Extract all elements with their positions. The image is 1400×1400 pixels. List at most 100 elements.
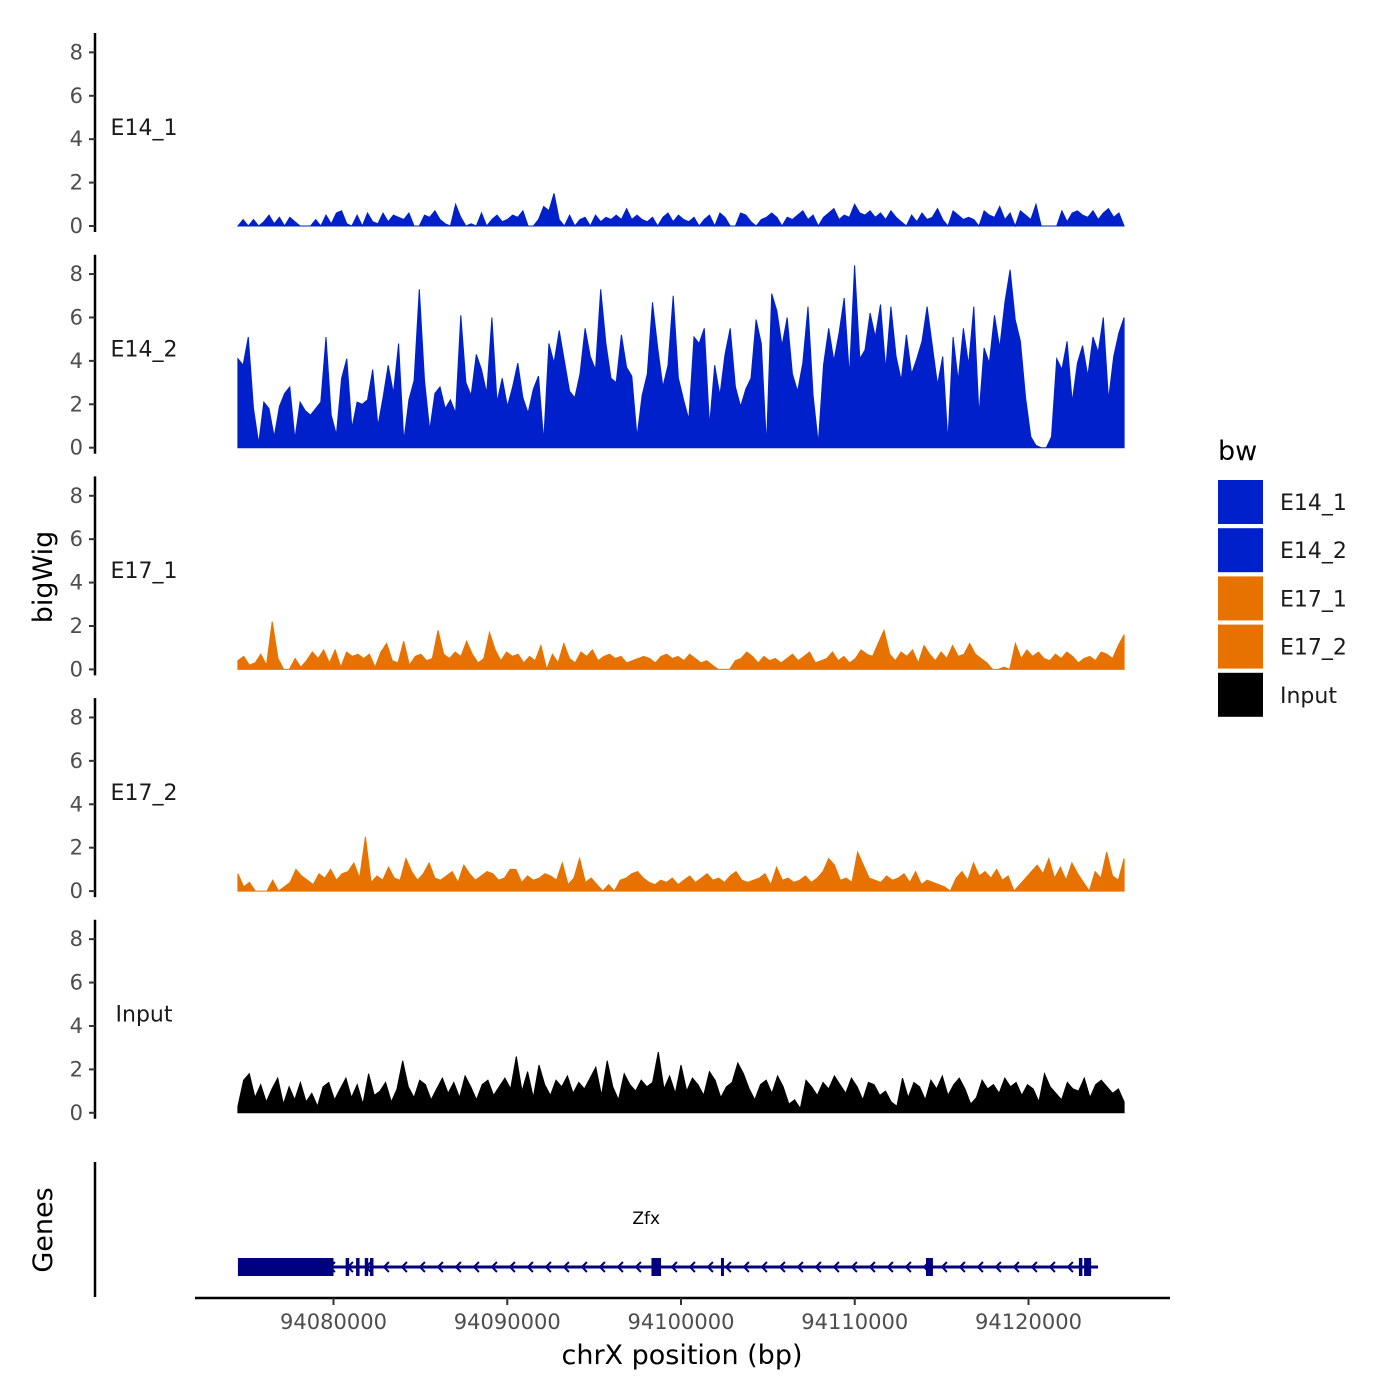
y-tick-label: 6 bbox=[70, 971, 83, 995]
legend: bw E14_1 E14_2 E17_1 E17_2 Input bbox=[1218, 436, 1347, 717]
gene-exon bbox=[237, 1258, 334, 1276]
legend-swatch bbox=[1218, 576, 1263, 621]
x-tick-label: 94080000 bbox=[280, 1310, 387, 1334]
track-label: E14_2 bbox=[111, 338, 178, 363]
y-tick-label: 0 bbox=[70, 657, 83, 681]
y-tick-label: 0 bbox=[70, 436, 83, 460]
track-E14_1: 0 2 4 6 8 E14_1 bbox=[70, 33, 1125, 238]
y-tick-label: 4 bbox=[70, 571, 83, 595]
y-tick-label: 4 bbox=[70, 349, 83, 373]
strand-arrow bbox=[994, 1261, 1002, 1273]
strand-arrow bbox=[814, 1261, 822, 1273]
area-E14_1 bbox=[236, 193, 1125, 228]
x-tick-label: 94090000 bbox=[454, 1310, 561, 1334]
strand-arrow bbox=[1012, 1261, 1020, 1273]
legend-label: E17_1 bbox=[1280, 587, 1347, 612]
track-Input: 0 2 4 6 8 Input bbox=[70, 919, 1125, 1125]
track-label: E17_1 bbox=[111, 559, 178, 584]
strand-arrow bbox=[598, 1261, 606, 1273]
strand-arrow bbox=[436, 1261, 444, 1273]
track-E14_2: 0 2 4 6 8 E14_2 bbox=[70, 254, 1125, 460]
strand-arrow bbox=[508, 1261, 516, 1273]
y-tick-label: 6 bbox=[70, 749, 83, 773]
strand-arrow bbox=[526, 1261, 534, 1273]
gene-exon bbox=[1084, 1258, 1092, 1276]
y-tick-label: 0 bbox=[70, 214, 83, 238]
x-tick-label: 94100000 bbox=[628, 1310, 735, 1334]
y-tick-label: 8 bbox=[70, 927, 83, 951]
strand-arrow bbox=[400, 1261, 408, 1273]
area-E17_2 bbox=[237, 836, 1125, 893]
gene-panel: Zfx bbox=[93, 1162, 1098, 1297]
gene-exon bbox=[369, 1258, 374, 1276]
strand-arrow bbox=[706, 1261, 714, 1273]
strand-arrow bbox=[832, 1261, 840, 1273]
gene-exon bbox=[356, 1258, 360, 1276]
strand-arrow bbox=[778, 1261, 786, 1273]
strand-arrow bbox=[1066, 1261, 1074, 1273]
strand-arrow bbox=[796, 1261, 804, 1273]
legend-label: E14_2 bbox=[1280, 539, 1347, 564]
strand-arrow bbox=[634, 1261, 642, 1273]
strand-arrow bbox=[886, 1261, 894, 1273]
y-axis-title: bigWig bbox=[28, 531, 59, 624]
y-tick-label: 4 bbox=[70, 127, 83, 151]
track-label: E17_2 bbox=[111, 781, 178, 806]
legend-swatch bbox=[1218, 672, 1263, 717]
y-tick-label: 4 bbox=[70, 792, 83, 816]
strand-arrow bbox=[580, 1261, 588, 1273]
x-axis: 94080000 94090000 94100000 94110000 94120000 bbox=[195, 1296, 1170, 1334]
y-tick-label: 2 bbox=[70, 1057, 83, 1081]
area-E17_1 bbox=[237, 621, 1125, 672]
y-tick-label: 6 bbox=[70, 305, 83, 329]
track-E17_2: 0 2 4 6 8 E17_2 bbox=[70, 698, 1125, 903]
legend-label: E14_1 bbox=[1280, 491, 1347, 516]
area-Input bbox=[237, 1051, 1125, 1114]
y-tick-label: 8 bbox=[70, 484, 83, 508]
strand-arrow bbox=[1048, 1261, 1056, 1273]
strand-arrow bbox=[850, 1261, 858, 1273]
strand-arrow bbox=[724, 1261, 732, 1273]
strand-arrow bbox=[868, 1261, 876, 1273]
strand-arrow bbox=[742, 1261, 750, 1273]
legend-swatch bbox=[1218, 528, 1263, 573]
genes-axis-title: Genes bbox=[28, 1187, 59, 1272]
y-tick-label: 6 bbox=[70, 84, 83, 108]
area-E14_2 bbox=[237, 265, 1125, 449]
strand-arrow bbox=[562, 1261, 570, 1273]
gene-label: Zfx bbox=[632, 1209, 660, 1229]
y-tick-label: 2 bbox=[70, 171, 83, 195]
gene-exon bbox=[925, 1258, 933, 1276]
y-tick-label: 2 bbox=[70, 392, 83, 416]
y-tick-label: 8 bbox=[70, 262, 83, 286]
track-label: E14_1 bbox=[111, 116, 178, 141]
y-tick-label: 4 bbox=[70, 1014, 83, 1038]
strand-arrow bbox=[382, 1261, 390, 1273]
gene-exon bbox=[364, 1258, 369, 1276]
strand-arrow bbox=[1030, 1261, 1038, 1273]
strand-arrow bbox=[616, 1261, 624, 1273]
legend-title: bw bbox=[1218, 436, 1257, 467]
strand-arrow bbox=[418, 1261, 426, 1273]
strand-arrow bbox=[688, 1261, 696, 1273]
strand-arrow bbox=[940, 1261, 948, 1273]
y-tick-label: 8 bbox=[70, 40, 83, 64]
y-tick-label: 0 bbox=[70, 879, 83, 903]
y-tick-label: 2 bbox=[70, 836, 83, 860]
strand-arrow bbox=[544, 1261, 552, 1273]
gene-exon bbox=[720, 1258, 724, 1276]
strand-arrow bbox=[760, 1261, 768, 1273]
gene-exon bbox=[345, 1258, 350, 1276]
legend-label: Input bbox=[1280, 684, 1337, 709]
y-tick-label: 8 bbox=[70, 705, 83, 729]
y-tick-label: 2 bbox=[70, 614, 83, 638]
strand-arrow bbox=[958, 1261, 966, 1273]
gene-exon bbox=[1078, 1258, 1083, 1276]
y-tick-label: 6 bbox=[70, 527, 83, 551]
legend-swatch bbox=[1218, 624, 1263, 669]
track-E17_1: 0 2 4 6 8 E17_1 bbox=[70, 476, 1125, 681]
strand-arrow bbox=[670, 1261, 678, 1273]
gene-exon bbox=[651, 1258, 662, 1276]
strand-arrow bbox=[904, 1261, 912, 1273]
